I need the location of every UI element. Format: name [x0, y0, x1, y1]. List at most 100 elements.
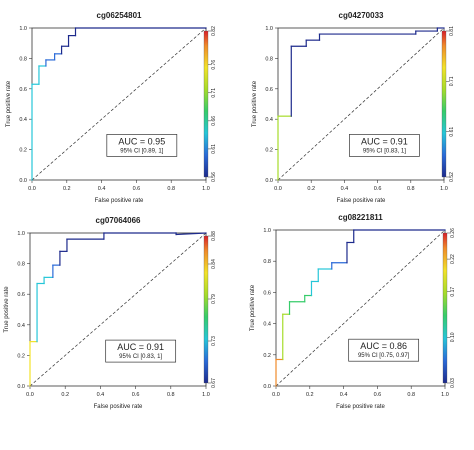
x-tick-label: 0.2	[61, 392, 69, 398]
x-tick-label: 1.0	[441, 392, 449, 398]
y-tick-label: 0.8	[265, 56, 273, 62]
x-tick-label: 0.6	[132, 392, 140, 398]
colour-key-label: 0.10	[450, 332, 456, 342]
roc-panel-2: cg04270033 0.0 0.2 0.4 0.6 0.8 1.0 0.0 0.2 0.4 0.6…	[252, 11, 455, 204]
colour-key-label: 0.03	[450, 378, 456, 388]
panel-title: cg04270033	[339, 11, 384, 20]
x-tick-label: 0.8	[407, 186, 415, 192]
y-tick-label: 1.0	[19, 26, 27, 32]
chance-line	[29, 232, 207, 387]
colour-key-label: 0.26	[450, 228, 456, 238]
colour-key-label: 0.66	[211, 116, 217, 126]
panel-title: cg07064066	[96, 216, 141, 225]
colour-key-bar	[203, 30, 209, 178]
auc-box	[106, 134, 178, 157]
x-tick-label: 0.8	[167, 186, 175, 192]
colour-key-bar	[442, 232, 448, 384]
colour-key-label: 0.71	[211, 88, 217, 98]
x-tick-label: 0.2	[307, 186, 315, 192]
colour-key-label: 0.17	[450, 287, 456, 297]
y-tick-label: 0.2	[19, 148, 27, 154]
x-tick-label: 0.2	[306, 392, 314, 398]
y-tick-label: 1.0	[263, 228, 271, 234]
y-tick-label: 1.0	[17, 231, 25, 237]
y-axis-label: True positive rate	[4, 286, 10, 333]
auc-label: AUC = 0.95	[118, 136, 165, 146]
y-tick-label: 0.4	[265, 117, 273, 123]
colour-key-label: 0.81	[449, 26, 455, 36]
y-tick-label: 0.0	[17, 384, 25, 390]
colour-key-label: 0.84	[211, 259, 217, 269]
x-tick-label: 1.0	[202, 392, 210, 398]
chance-line	[31, 27, 207, 181]
colour-key-label: 0.88	[211, 231, 217, 241]
colour-key-label: 0.71	[449, 76, 455, 86]
colour-key-bar	[203, 235, 209, 384]
x-tick-label: 0.4	[98, 186, 106, 192]
y-axis-label: True positive rate	[6, 80, 12, 127]
auc-label: AUC = 0.86	[360, 341, 407, 351]
x-tick-label: 0.8	[167, 392, 175, 398]
x-axis-label: False positive rate	[94, 404, 143, 410]
x-axis-label: False positive rate	[336, 404, 385, 410]
colour-key-label: 0.61	[449, 127, 455, 137]
colour-key-label: 0.76	[211, 60, 217, 70]
colour-key-label: 0.67	[211, 378, 217, 388]
roc-panel-4: cg08221811 0.0 0.2 0.4 0.6 0.8 1.0 0.0 0.2 0.4 0.6…	[250, 213, 456, 410]
y-tick-label: 0.4	[19, 117, 27, 123]
y-tick-label: 0.6	[263, 290, 271, 296]
x-tick-label: 1.0	[202, 186, 210, 192]
auc-box	[349, 134, 420, 157]
x-tick-label: 0.4	[97, 392, 105, 398]
y-tick-label: 1.0	[265, 26, 273, 32]
roc-panel-1: cg06254801 0.0 0.2 0.4 0.6 0.8 1.0 0.0 0.2 0.4 0.6…	[6, 11, 217, 204]
panel-title: cg08221811	[338, 213, 383, 222]
x-tick-label: 0.0	[272, 392, 280, 398]
x-tick-label: 0.6	[133, 186, 141, 192]
y-tick-label: 0.2	[17, 353, 25, 359]
colour-key-label: 0.22	[450, 254, 456, 264]
auc-box	[348, 338, 420, 362]
x-tick-label: 0.6	[374, 186, 382, 192]
x-tick-label: 0.6	[374, 392, 382, 398]
y-tick-label: 0.4	[263, 322, 271, 328]
y-tick-label: 0.6	[19, 87, 27, 93]
auc-label: AUC = 0.91	[361, 136, 408, 146]
colour-key-label: 0.73	[211, 336, 217, 346]
y-tick-label: 0.4	[17, 323, 25, 329]
x-axis-label: False positive rate	[95, 198, 144, 204]
y-tick-label: 0.2	[265, 148, 273, 154]
y-tick-label: 0.0	[263, 384, 271, 390]
colour-key-label: 0.56	[211, 172, 217, 182]
x-tick-label: 0.0	[28, 186, 36, 192]
colour-key-label: 0.52	[449, 172, 455, 182]
roc-segment	[175, 232, 207, 236]
y-tick-label: 0.6	[17, 292, 25, 298]
ci-label: 95% CI [0.75, 0.97]	[358, 353, 410, 359]
x-tick-label: 0.2	[63, 186, 71, 192]
x-tick-label: 0.4	[341, 186, 349, 192]
y-tick-label: 0.0	[265, 178, 273, 184]
chance-line	[277, 27, 445, 181]
y-tick-label: 0.8	[17, 262, 25, 268]
auc-label: AUC = 0.91	[117, 342, 164, 352]
ci-label: 95% CI [0.83, 1]	[363, 148, 406, 154]
colour-key-label: 0.61	[211, 144, 217, 154]
x-tick-label: 0.8	[407, 392, 415, 398]
y-tick-label: 0.6	[265, 87, 273, 93]
x-tick-label: 0.0	[274, 186, 282, 192]
x-axis-label: False positive rate	[337, 198, 386, 204]
x-tick-label: 0.0	[26, 392, 34, 398]
roc-panel-3: cg07064066 0.0 0.2 0.4 0.6 0.8 1.0 0.0 0.2 0.4 0.6…	[4, 216, 217, 410]
colour-key-label: 0.82	[211, 26, 217, 36]
y-tick-label: 0.0	[19, 178, 27, 184]
y-axis-label: True positive rate	[250, 284, 256, 331]
x-tick-label: 1.0	[440, 186, 448, 192]
ci-label: 95% CI [0.89, 1]	[120, 148, 163, 154]
y-tick-label: 0.8	[19, 56, 27, 62]
colour-key-label: 0.79	[211, 294, 217, 304]
y-tick-label: 0.8	[263, 259, 271, 265]
y-tick-label: 0.2	[263, 353, 271, 359]
y-axis-label: True positive rate	[252, 80, 258, 127]
